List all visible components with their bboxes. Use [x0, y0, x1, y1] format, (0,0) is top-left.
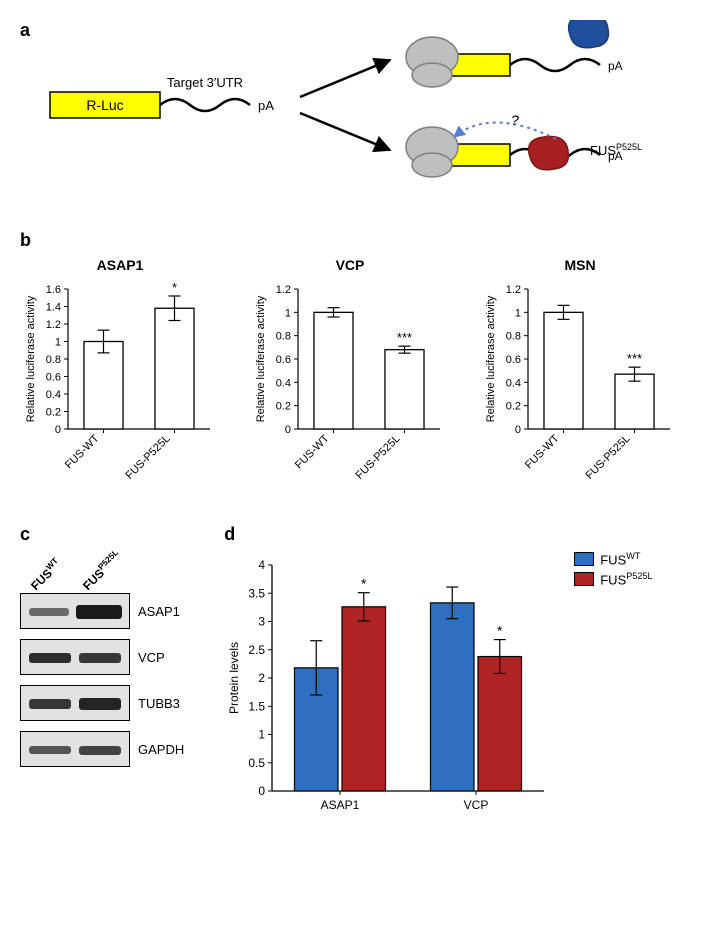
svg-text:0.8: 0.8	[276, 331, 291, 343]
bar-chart-asap1: ASAP1 0 0.2 0.4 0.6 0.8 1 1.2 1.4 1.6 Relative luc…	[20, 257, 220, 494]
svg-text:Target 3′UTR: Target 3′UTR	[167, 75, 243, 90]
panel-a-label: a	[20, 20, 30, 41]
svg-text:1.4: 1.4	[46, 302, 61, 314]
svg-text:*: *	[172, 280, 177, 295]
svg-text:3.5: 3.5	[249, 586, 266, 600]
panel-c-label: c	[20, 524, 184, 545]
svg-text:0.5: 0.5	[249, 756, 266, 770]
western-blots: FUSWTFUSP525LASAP1VCPTUBB3GAPDH	[20, 551, 184, 767]
svg-text:1: 1	[285, 307, 291, 319]
svg-text:1.2: 1.2	[276, 284, 291, 296]
svg-text:2: 2	[259, 671, 266, 685]
bar-chart-vcp: VCP 0 0.2 0.4 0.6 0.8 1 1.2 Relative luciferase …	[250, 257, 450, 494]
svg-text:*: *	[497, 623, 503, 639]
svg-text:1: 1	[515, 307, 521, 319]
legend-item: FUSP525L	[574, 571, 652, 587]
blot-row-gapdh: GAPDH	[20, 731, 184, 767]
svg-text:0: 0	[515, 424, 521, 436]
blot-label: TUBB3	[138, 696, 180, 711]
blot-header: FUSWT	[27, 556, 64, 593]
svg-text:1: 1	[55, 337, 61, 349]
svg-text:pA: pA	[608, 59, 623, 73]
panel-a: a R-LucTarget 3′UTRpApAFUSWTpA?FUSP525L	[20, 20, 689, 190]
svg-text:4: 4	[259, 558, 266, 572]
blot-label: GAPDH	[138, 742, 184, 757]
svg-text:0.6: 0.6	[46, 372, 61, 384]
svg-text:1.5: 1.5	[249, 699, 266, 713]
svg-text:Relative luciferase activity: Relative luciferase activity	[485, 295, 497, 422]
svg-text:FUS-P525L: FUS-P525L	[353, 433, 402, 482]
panel-b-label: b	[20, 230, 689, 251]
svg-text:VCP: VCP	[464, 798, 489, 812]
blot-row-tubb3: TUBB3	[20, 685, 184, 721]
blot-header: FUSP525L	[79, 547, 125, 593]
svg-text:Relative luciferase activity: Relative luciferase activity	[25, 295, 37, 422]
svg-text:0.8: 0.8	[46, 354, 61, 366]
svg-text:pA: pA	[258, 98, 274, 113]
svg-text:Protein levels: Protein levels	[227, 642, 241, 714]
svg-text:3: 3	[259, 615, 266, 629]
svg-text:0: 0	[285, 424, 291, 436]
svg-text:0.8: 0.8	[506, 331, 521, 343]
panel-b: b ASAP1 0 0.2 0.4 0.6 0.8 1 1.2 1.4 1.6 Relative l…	[20, 230, 689, 494]
chart-title: VCP	[250, 257, 450, 273]
svg-text:ASAP1: ASAP1	[321, 798, 360, 812]
panel-b-charts: ASAP1 0 0.2 0.4 0.6 0.8 1 1.2 1.4 1.6 Relative luc…	[20, 257, 689, 494]
svg-text:FUS-P525L: FUS-P525L	[583, 433, 632, 482]
svg-text:FUS-P525L: FUS-P525L	[123, 433, 172, 482]
panel-c: c FUSWT FUSP525L ASAP1 VCP TUBB3 GAPDH	[20, 524, 184, 777]
svg-text:0.4: 0.4	[276, 377, 291, 389]
svg-text:0.2: 0.2	[276, 401, 291, 413]
svg-text:1.6: 1.6	[46, 284, 61, 296]
chart-title: MSN	[480, 257, 680, 273]
panel-d-legend: FUSWT FUSP525L	[574, 551, 652, 592]
svg-text:*: *	[361, 576, 367, 592]
panel-d: d 0 0.5 1 1.5 2 2.5 3 3.5 4 Protein levels * ASAP1 *…	[224, 524, 689, 821]
svg-text:2.5: 2.5	[249, 643, 266, 657]
svg-text:1.2: 1.2	[506, 284, 521, 296]
svg-text:Relative luciferase activity: Relative luciferase activity	[255, 295, 267, 422]
svg-text:0: 0	[55, 424, 61, 436]
svg-text:0: 0	[259, 784, 266, 798]
svg-text:***: ***	[397, 330, 412, 345]
blot-label: ASAP1	[138, 604, 180, 619]
blot-row-asap1: ASAP1	[20, 593, 184, 629]
svg-text:0.6: 0.6	[276, 354, 291, 366]
svg-text:0.4: 0.4	[46, 389, 61, 401]
svg-text:0.6: 0.6	[506, 354, 521, 366]
svg-text:0.4: 0.4	[506, 377, 521, 389]
svg-text:FUS-WT: FUS-WT	[523, 432, 562, 471]
panel-d-label: d	[224, 524, 689, 545]
svg-text:0.2: 0.2	[506, 401, 521, 413]
svg-text:R-Luc: R-Luc	[86, 97, 123, 113]
row-c-d: c FUSWT FUSP525L ASAP1 VCP TUBB3 GAPDH d 0 0.5…	[20, 524, 689, 821]
svg-text:0.2: 0.2	[46, 407, 61, 419]
svg-text:?: ?	[511, 112, 519, 128]
bar-chart-msn: MSN 0 0.2 0.4 0.6 0.8 1 1.2 Relative luciferase …	[480, 257, 680, 494]
svg-text:1: 1	[259, 728, 266, 742]
panel-d-chart: 0 0.5 1 1.5 2 2.5 3 3.5 4 Protein levels * ASAP1 * VC…	[224, 551, 554, 821]
panel-a-diagram: R-LucTarget 3′UTRpApAFUSWTpA?FUSP525L	[30, 20, 689, 190]
svg-text:1.2: 1.2	[46, 319, 61, 331]
svg-text:FUS-WT: FUS-WT	[63, 432, 102, 471]
chart-title: ASAP1	[20, 257, 220, 273]
blot-label: VCP	[138, 650, 165, 665]
svg-text:***: ***	[627, 351, 642, 366]
svg-text:FUS-WT: FUS-WT	[293, 432, 332, 471]
legend-item: FUSWT	[574, 551, 652, 567]
blot-row-vcp: VCP	[20, 639, 184, 675]
